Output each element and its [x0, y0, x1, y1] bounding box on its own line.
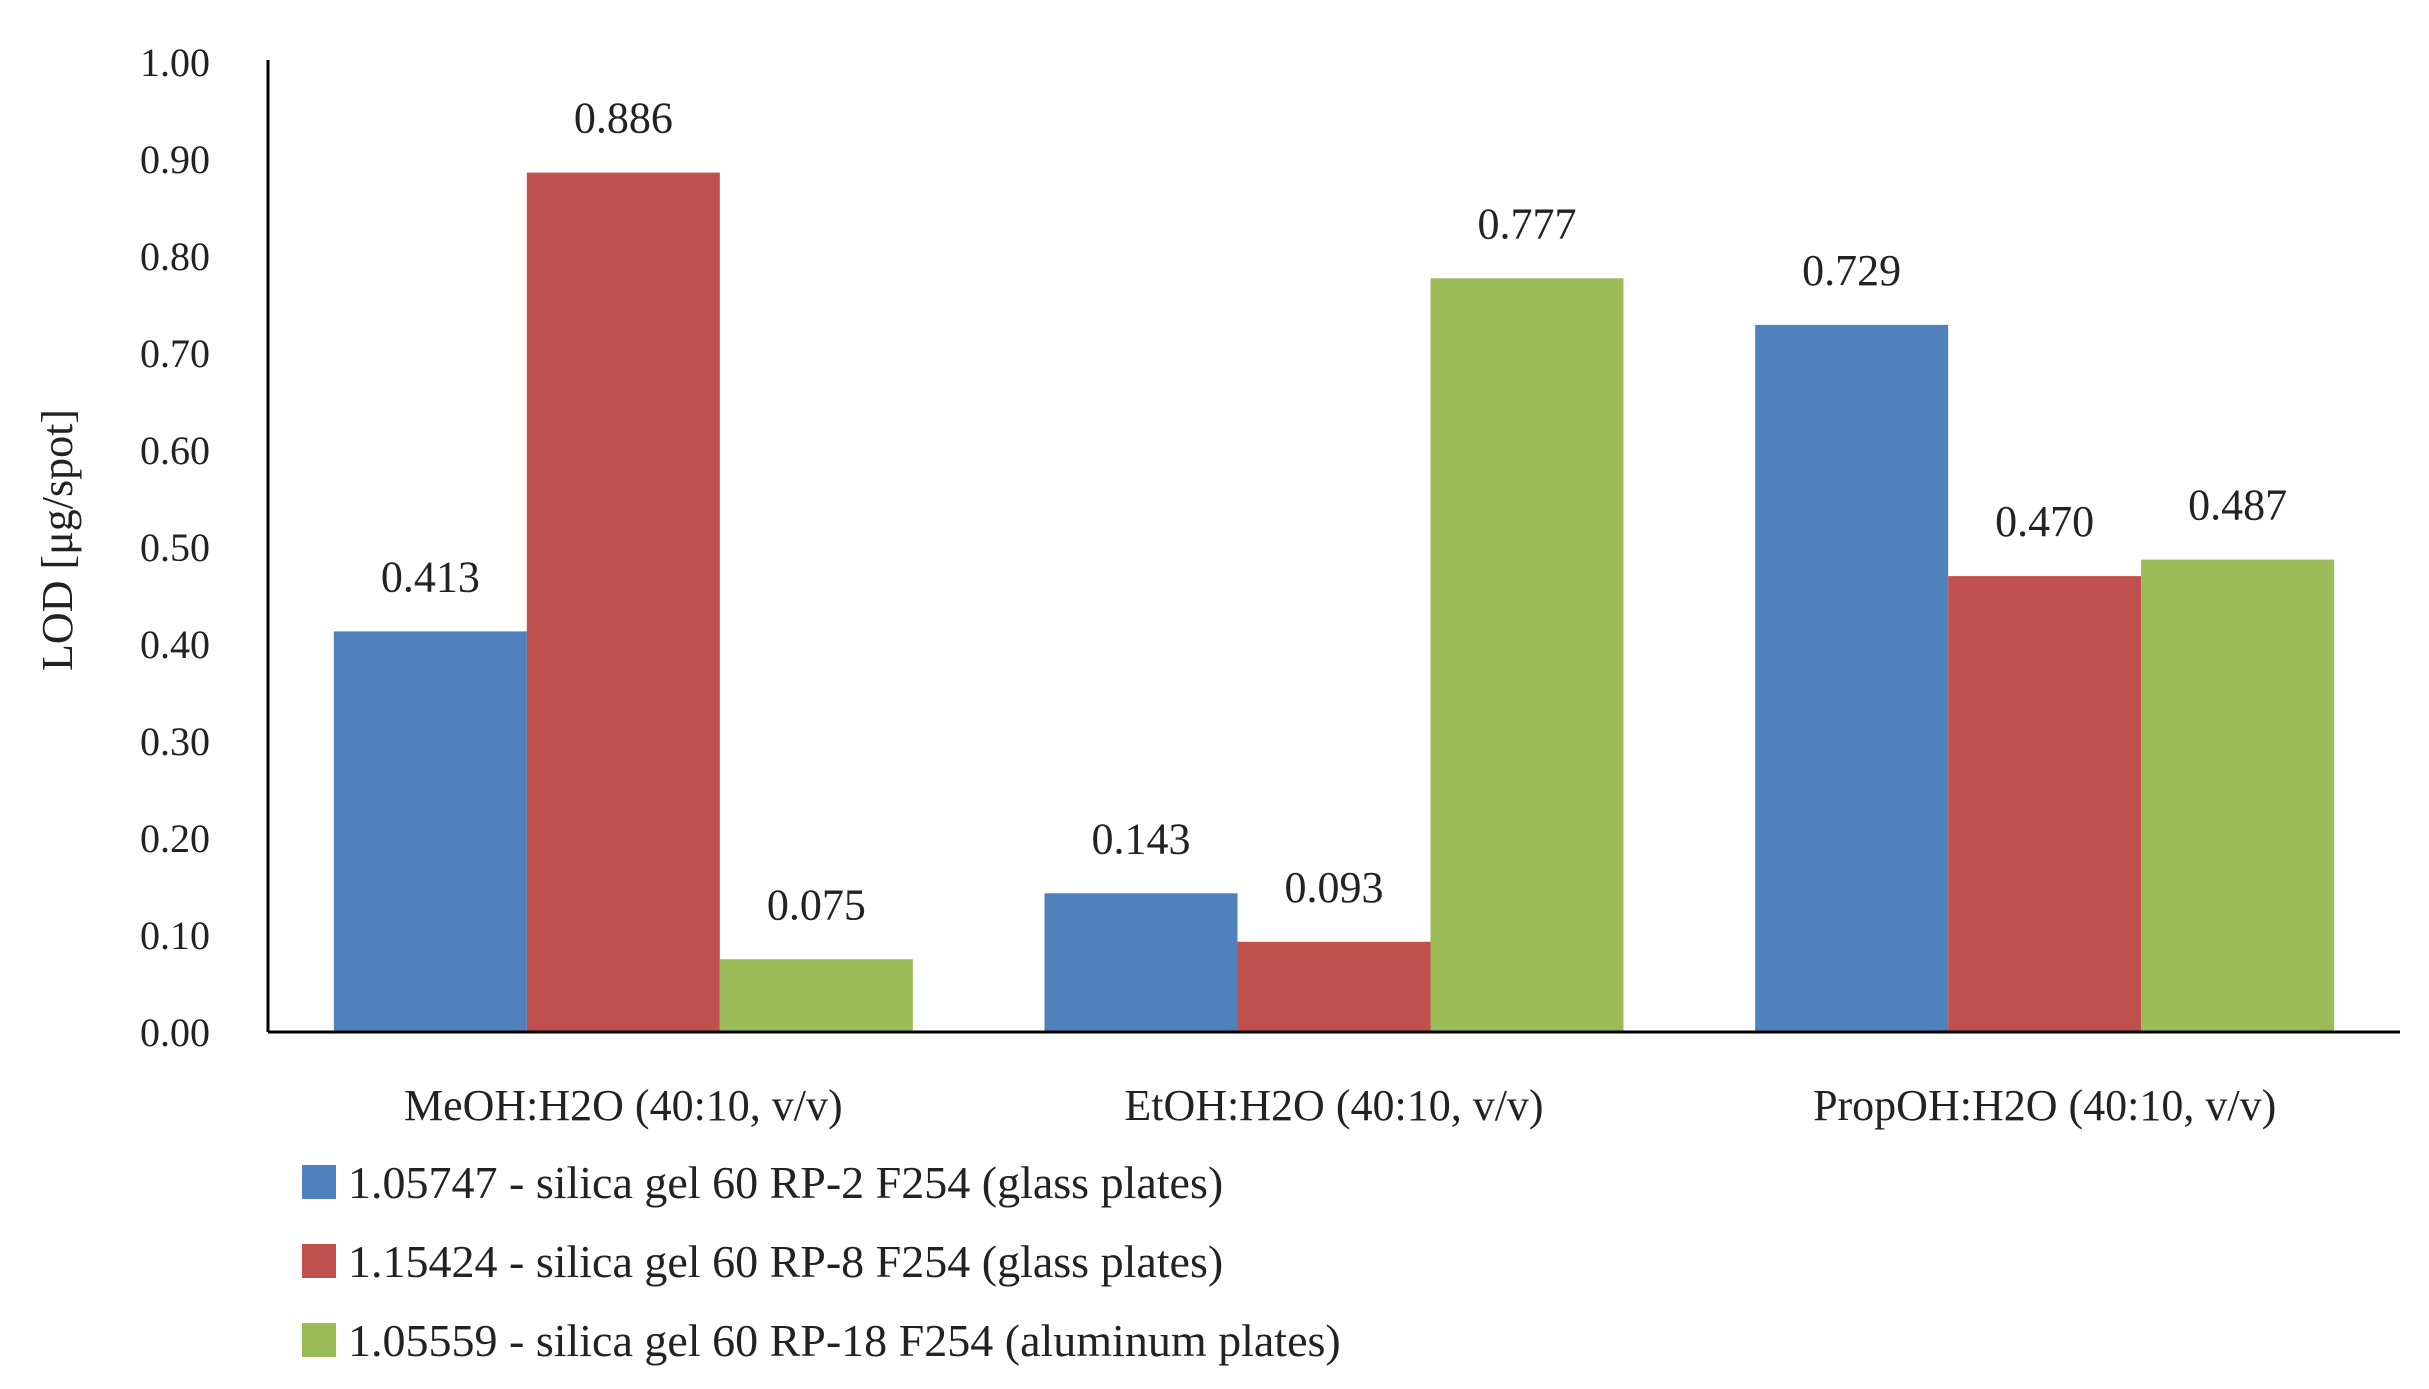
data-label: 0.413 — [381, 552, 480, 601]
legend-entry-label: 1.15424 - silica gel 60 RP-8 F254 (glass… — [348, 1236, 1223, 1287]
bar-series-1-3 — [1755, 324, 1949, 1032]
bar-series-2-2 — [1237, 941, 1431, 1032]
y-tick-label: 1.00 — [140, 40, 210, 85]
data-label: 0.777 — [1478, 199, 1577, 248]
category-labels: MeOH:H2O (40:10, v/v) EtOH:H2O (40:10, v/… — [404, 1081, 2276, 1130]
bar-series-3-2 — [1430, 278, 1624, 1032]
legend-entry-label: 1.05559 - silica gel 60 RP-18 F254 (alum… — [348, 1315, 1341, 1366]
y-axis-ticks: 0.00 0.10 0.20 0.30 0.40 0.50 0.60 0.70 0.80 0.90… — [140, 40, 210, 1055]
data-label: 0.729 — [1802, 246, 1901, 295]
y-tick-label: 0.40 — [140, 622, 210, 667]
legend-swatch — [302, 1165, 336, 1199]
y-tick-label: 0.50 — [140, 525, 210, 570]
bar-series-3-3 — [2141, 559, 2335, 1032]
data-label: 0.470 — [1995, 497, 2094, 546]
bars — [333, 172, 2335, 1032]
axes — [266, 60, 2400, 1034]
y-tick-label: 0.80 — [140, 234, 210, 279]
data-label: 0.886 — [574, 94, 673, 143]
legend-entry-label: 1.05747 - silica gel 60 RP-2 F254 (glass… — [348, 1157, 1223, 1208]
y-tick-label: 0.30 — [140, 719, 210, 764]
x-category-label: MeOH:H2O (40:10, v/v) — [404, 1081, 843, 1130]
y-axis-title: LOD [μg/spot] — [33, 409, 82, 671]
y-tick-label: 0.70 — [140, 331, 210, 376]
y-tick-label: 0.60 — [140, 428, 210, 473]
y-tick-label: 0.90 — [140, 137, 210, 182]
bar-series-2-1 — [526, 172, 720, 1032]
y-tick-label: 0.00 — [140, 1010, 210, 1055]
bar-series-3-1 — [719, 959, 913, 1032]
x-category-label: PropOH:H2O (40:10, v/v) — [1813, 1081, 2276, 1130]
data-label: 0.143 — [1092, 814, 1191, 863]
legend: 1.05747 - silica gel 60 RP-2 F254 (glass… — [302, 1157, 1341, 1366]
bar-series-1-2 — [1044, 893, 1238, 1032]
legend-swatch — [302, 1323, 336, 1357]
bar-series-2-3 — [1948, 576, 2142, 1032]
data-label: 0.487 — [2188, 481, 2287, 530]
data-label: 0.075 — [767, 880, 866, 929]
y-tick-label: 0.20 — [140, 816, 210, 861]
legend-swatch — [302, 1244, 336, 1278]
x-category-label: EtOH:H2O (40:10, v/v) — [1124, 1081, 1543, 1130]
bar-series-1-1 — [333, 631, 527, 1032]
data-label: 0.093 — [1285, 863, 1384, 912]
data-labels: 0.413 0.886 0.075 0.143 0.093 0.777 0.729 0.470… — [381, 94, 2287, 930]
y-tick-label: 0.10 — [140, 913, 210, 958]
